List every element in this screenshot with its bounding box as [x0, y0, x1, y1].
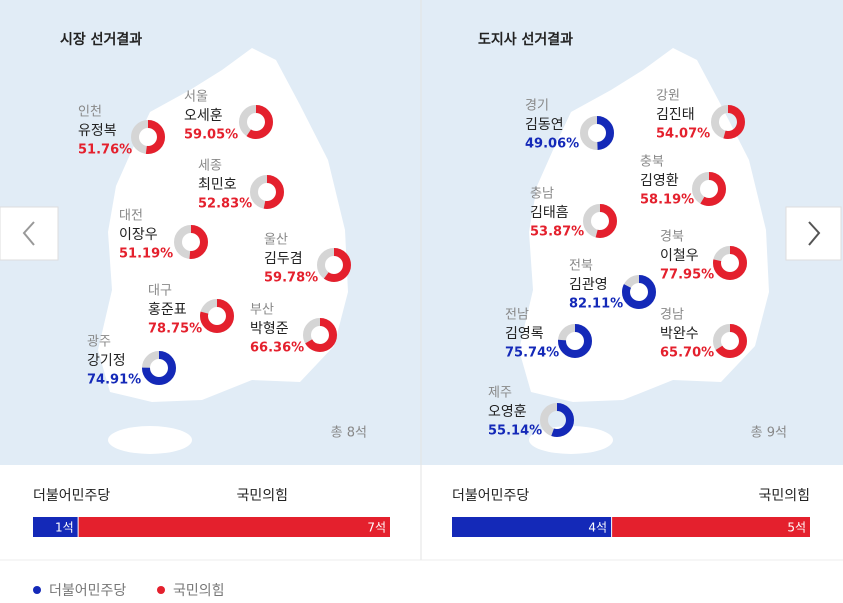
- vote-share: 52.83%: [198, 197, 252, 212]
- panel-title: 도지사 선거결과: [478, 31, 573, 48]
- candidate-name: 김동연: [525, 117, 564, 133]
- legend-label: 더불어민주당: [49, 583, 126, 599]
- donut-share: [200, 299, 234, 333]
- region-name: 광주: [87, 335, 111, 350]
- donut-share: [622, 275, 656, 309]
- candidate-name: 김진태: [656, 107, 695, 123]
- candidate-name: 박형준: [250, 321, 289, 337]
- vote-share: 58.19%: [640, 193, 694, 208]
- next-button[interactable]: [785, 206, 842, 261]
- seat-bar: [33, 517, 78, 537]
- vote-share: 54.07%: [656, 127, 710, 142]
- candidate-name: 김두겸: [264, 251, 303, 267]
- vote-share: 75.74%: [505, 346, 559, 361]
- prev-button[interactable]: [0, 206, 59, 261]
- vote-share: 51.76%: [78, 143, 132, 158]
- vote-share: 55.14%: [488, 424, 542, 439]
- vote-share: 49.06%: [525, 137, 579, 152]
- region-name: 부산: [250, 303, 274, 318]
- region-name: 제주: [488, 386, 512, 401]
- vote-share: 51.19%: [119, 247, 173, 262]
- donut-share: [558, 324, 592, 358]
- seat-bar: [452, 517, 612, 537]
- vote-share: 77.95%: [660, 268, 714, 283]
- vote-share: 59.05%: [184, 128, 238, 143]
- donut-share: [317, 248, 351, 282]
- candidate-name: 오영훈: [488, 404, 527, 420]
- seat-label: 4석: [588, 521, 607, 535]
- candidate-name: 김태흠: [530, 205, 569, 221]
- region-name: 전남: [505, 308, 529, 323]
- region-name: 울산: [264, 233, 288, 248]
- region-name: 인천: [78, 105, 102, 120]
- donut-share: [250, 175, 284, 209]
- candidate-name: 박완수: [660, 326, 699, 342]
- candidate-name: 김영환: [640, 173, 679, 189]
- donut-share: [303, 318, 337, 352]
- vote-share: 59.78%: [264, 271, 318, 286]
- donut-share: [713, 246, 747, 280]
- party-name: 국민의힘: [758, 488, 810, 504]
- region-name: 강원: [656, 89, 680, 104]
- region-name: 대전: [119, 209, 143, 224]
- prev-arrow[interactable]: [22, 221, 35, 246]
- prev-box[interactable]: [0, 206, 59, 261]
- candidate-name: 최민호: [198, 177, 237, 193]
- donut-share: [583, 204, 617, 238]
- seat-bar: [612, 517, 810, 537]
- party-name: 더불어민주당: [452, 488, 529, 504]
- donut-share: [131, 120, 165, 154]
- vote-share: 53.87%: [530, 225, 584, 240]
- candidate-name: 김관영: [569, 277, 608, 293]
- seat-total: 총 9석: [751, 426, 787, 441]
- donut-share: [711, 105, 745, 139]
- vote-share: 82.11%: [569, 297, 623, 312]
- donut-share: [692, 172, 726, 206]
- vote-share: 65.70%: [660, 346, 714, 361]
- region-name: 경기: [525, 99, 549, 114]
- panel-title: 시장 선거결과: [60, 31, 142, 48]
- region-name: 전북: [569, 259, 593, 274]
- donut-share: [713, 324, 747, 358]
- region-name: 충북: [640, 155, 664, 170]
- vote-share: 74.91%: [87, 373, 141, 388]
- seat-bar: [78, 517, 390, 537]
- candidate-name: 이철우: [660, 248, 699, 264]
- candidate-name: 이장우: [119, 227, 158, 243]
- vote-share: 78.75%: [148, 322, 202, 337]
- candidate-name: 유정복: [78, 123, 117, 139]
- donut-share: [239, 105, 273, 139]
- next-arrow[interactable]: [808, 221, 821, 246]
- seat-label: 7석: [367, 521, 386, 535]
- party-name: 더불어민주당: [33, 488, 110, 504]
- legend-label: 국민의힘: [173, 583, 225, 599]
- legend-dot: [33, 586, 41, 594]
- legend-dot: [157, 586, 165, 594]
- region-name: 경북: [660, 230, 684, 245]
- candidate-name: 강기정: [87, 353, 126, 369]
- next-box[interactable]: [785, 206, 842, 261]
- donut-share: [142, 351, 176, 385]
- region-name: 서울: [184, 90, 208, 105]
- region-name: 충남: [530, 187, 554, 202]
- donut-share: [580, 116, 614, 150]
- seat-total: 총 8석: [331, 426, 367, 441]
- candidate-name: 홍준표: [148, 302, 187, 318]
- donut-share: [174, 225, 208, 259]
- region-name: 대구: [148, 284, 172, 299]
- candidate-name: 오세훈: [184, 108, 223, 124]
- seat-label: 5석: [787, 521, 806, 535]
- candidate-name: 김영록: [505, 326, 544, 342]
- seat-label: 1석: [55, 521, 74, 535]
- donut-share: [540, 403, 574, 437]
- region-name: 경남: [660, 308, 684, 323]
- party-name: 국민의힘: [236, 488, 288, 504]
- vote-share: 66.36%: [250, 341, 304, 356]
- region-name: 세종: [198, 159, 222, 174]
- jeju: [108, 426, 192, 454]
